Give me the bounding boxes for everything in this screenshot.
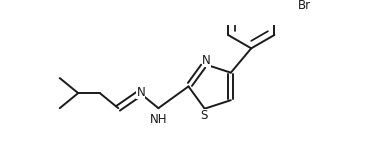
Text: Br: Br: [298, 0, 311, 12]
Text: S: S: [200, 109, 207, 122]
Text: NH: NH: [150, 113, 167, 126]
Text: N: N: [136, 86, 145, 99]
Text: N: N: [202, 54, 211, 67]
